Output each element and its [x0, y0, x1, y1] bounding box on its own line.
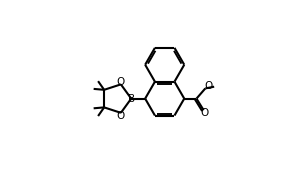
- Text: O: O: [117, 110, 125, 121]
- Text: O: O: [200, 108, 208, 118]
- Text: O: O: [204, 81, 213, 91]
- Text: O: O: [117, 77, 125, 87]
- Text: B: B: [128, 94, 135, 104]
